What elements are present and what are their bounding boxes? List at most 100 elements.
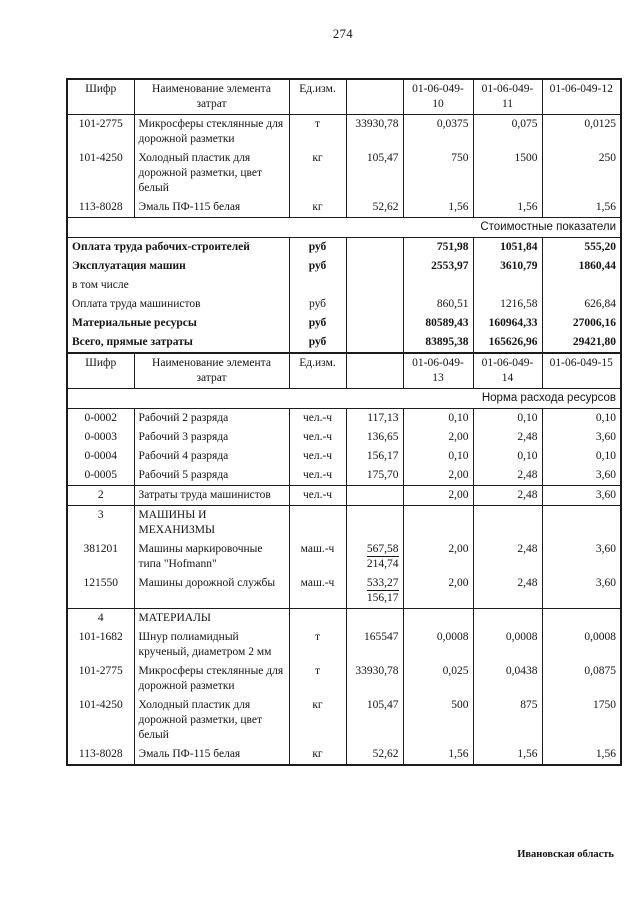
cost-row: Всего, прямые затраты руб 83895,38 165626,9… — [67, 333, 621, 353]
cell-price: 52,62 — [345, 198, 403, 218]
cell-value: 0,10 — [402, 447, 473, 466]
cost-row: Оплата труда машинистов руб 860,51 1216,58 6… — [67, 295, 621, 314]
cell-value: 0,10 — [472, 408, 542, 428]
col-header-code: Шифр — [67, 353, 134, 389]
cell-value: 1,56 — [402, 198, 473, 218]
cell-price: 165547 — [345, 628, 403, 662]
table2-body: Норма расхода ресурсов 0-0002 Рабочий 2 ра… — [67, 388, 621, 765]
cell-price: 105,47 — [345, 696, 403, 745]
cell-value: 3,60 — [541, 574, 621, 609]
table-row: 0-0005 Рабочий 5 разряда чел.-ч 175,70 2,00 2… — [67, 466, 621, 486]
price-bottom-value: 214,74 — [366, 558, 399, 570]
cell-value: 0,0875 — [541, 662, 621, 696]
cell-code: 101-1682 — [78, 631, 123, 643]
table-header-row: Шифр Наименование элемента затрат Ед.изм… — [67, 353, 621, 389]
cell-code: 121550 — [83, 577, 119, 589]
cell-unit: руб — [288, 295, 346, 314]
cell-value — [402, 608, 473, 628]
cell-price: 567,58 214,74 — [345, 540, 403, 574]
cell-name: Эмаль ПФ-115 белая — [133, 198, 289, 218]
cell-value — [402, 276, 473, 295]
cell-value: 1860,44 — [541, 257, 621, 276]
cell-name: Микросферы стеклянные для дорожной разме… — [133, 662, 289, 696]
cell-value: 0,0125 — [541, 114, 621, 149]
cell-value: 3610,79 — [472, 257, 542, 276]
col-header-name: Наименование элемента затрат — [133, 79, 289, 115]
cell-value — [472, 608, 542, 628]
cell-price — [345, 314, 403, 333]
cell-unit: т — [288, 662, 346, 696]
cell-code: 113-8028 — [78, 748, 123, 760]
table-row: 101-2775 Микросферы стеклянные для дорожн… — [67, 662, 621, 696]
cell-code: 113-8028 — [78, 201, 123, 213]
price-top-value: 567,58 — [366, 543, 399, 557]
cell-name: Оплата труда рабочих-строителей — [72, 241, 250, 253]
cell-unit: руб — [288, 314, 346, 333]
cell-name: Эмаль ПФ-115 белая — [133, 745, 289, 765]
cell-unit — [288, 505, 346, 540]
cell-value — [472, 505, 542, 540]
cell-value: 2,48 — [472, 485, 542, 506]
cell-value: 0,10 — [541, 408, 621, 428]
cell-value: 1750 — [541, 696, 621, 745]
cell-unit: маш.-ч — [288, 540, 346, 574]
cell-value: 250 — [541, 149, 621, 198]
col-header-norm-2: 01-06-049-11 — [472, 79, 542, 115]
table-row: 3 МАШИНЫ И МЕХАНИЗМЫ — [67, 505, 621, 540]
cell-code: 0-0002 — [84, 412, 118, 424]
cell-value: 0,10 — [472, 447, 542, 466]
cell-name: в том числе — [72, 279, 129, 291]
cell-name: Затраты труда машинистов — [133, 485, 289, 506]
cell-value: 2,48 — [472, 574, 542, 609]
table-row: 121550 Машины дорожной службы маш.-ч 533,27… — [67, 574, 621, 609]
table-row: 0-0004 Рабочий 4 разряда чел.-ч 156,17 0,10 0… — [67, 447, 621, 466]
cell-name: Рабочий 3 разряда — [133, 428, 289, 447]
col-header-norm-3: 01-06-049-15 — [541, 353, 621, 389]
cell-value: 3,60 — [541, 466, 621, 486]
col-header-price — [345, 353, 403, 389]
cell-price: 136,65 — [345, 428, 403, 447]
cell-value: 751,98 — [402, 237, 473, 257]
cost-table-norms-13-15: Шифр Наименование элемента затрат Ед.изм… — [66, 352, 622, 766]
section-band-label: Норма расхода ресурсов — [67, 388, 621, 409]
table-row: 101-1682 Шнур полиамидный крученый, диаме… — [67, 628, 621, 662]
cell-code: 101-2775 — [78, 665, 123, 677]
cell-unit — [288, 608, 346, 628]
cell-value: 750 — [402, 149, 473, 198]
cell-unit: кг — [288, 149, 346, 198]
cell-value: 0,0008 — [402, 628, 473, 662]
cell-unit: т — [288, 628, 346, 662]
cell-value: 1,56 — [402, 745, 473, 765]
table-row: 101-4250 Холодный пластик для дорожной ра… — [67, 149, 621, 198]
cell-code: 101-4250 — [78, 152, 123, 164]
cell-value: 2,00 — [402, 428, 473, 447]
cell-value: 29421,80 — [541, 333, 621, 353]
col-header-unit: Ед.изм. — [288, 79, 346, 115]
cell-price — [345, 257, 403, 276]
cell-price: 33930,78 — [345, 662, 403, 696]
cell-name: Рабочий 5 разряда — [133, 466, 289, 486]
table-row: 0-0002 Рабочий 2 разряда чел.-ч 117,13 0,10 0… — [67, 408, 621, 428]
cell-name: Холодный пластик для дорожной разметки, … — [133, 149, 289, 198]
col-header-price — [345, 79, 403, 115]
cell-name: Оплата труда машинистов — [72, 298, 201, 310]
cell-unit: кг — [288, 696, 346, 745]
cell-value: 0,0008 — [541, 628, 621, 662]
cell-unit: кг — [288, 198, 346, 218]
cell-value — [402, 505, 473, 540]
cost-row: Оплата труда рабочих-строителей руб 751,98… — [67, 237, 621, 257]
cell-value: 27006,16 — [541, 314, 621, 333]
cell-value: 2,48 — [472, 540, 542, 574]
cell-unit: руб — [288, 333, 346, 353]
cell-value: 83895,38 — [402, 333, 473, 353]
page-number: 274 — [332, 27, 354, 41]
price-top-value: 533,27 — [366, 577, 399, 591]
section-band-row: Норма расхода ресурсов — [67, 388, 621, 409]
table-row: 101-4250 Холодный пластик для дорожной ра… — [67, 696, 621, 745]
cell-value: 2,00 — [402, 540, 473, 574]
cell-value: 1500 — [472, 149, 542, 198]
cell-unit: чел.-ч — [288, 428, 346, 447]
cell-value — [541, 505, 621, 540]
cell-value: 626,84 — [541, 295, 621, 314]
